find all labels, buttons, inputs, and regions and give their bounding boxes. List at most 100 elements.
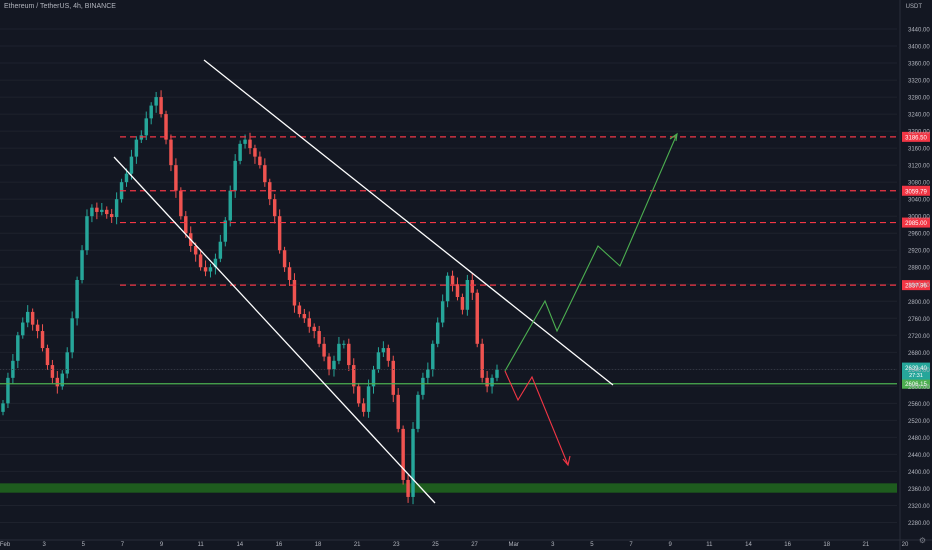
channel-lower-line: [113, 156, 436, 504]
candles: [1, 90, 499, 505]
y-tick-label: 2640.00: [908, 368, 930, 374]
candle-body: [426, 369, 430, 378]
candle-body: [85, 216, 89, 251]
bullish-projection-path: [504, 133, 678, 372]
candle-body: [327, 356, 331, 370]
candle-body: [263, 165, 267, 183]
currency-label: USDT: [905, 4, 922, 10]
chart-title: Ethereum / TetherUS, 4h, BINANCE: [4, 3, 116, 10]
countdown-label: 27:31: [909, 373, 923, 379]
candle-body: [297, 305, 302, 315]
candle-body: [352, 365, 356, 387]
candle-body: [203, 267, 208, 272]
candle-body: [40, 331, 45, 349]
y-tick-label: 3440.00: [908, 28, 930, 34]
candle-body: [282, 250, 287, 268]
candle-body: [95, 207, 99, 212]
candle-body: [50, 365, 55, 378]
candle-body: [114, 199, 119, 218]
candle-body: [490, 377, 494, 387]
y-tick-label: 3160.00: [908, 147, 930, 153]
gear-icon[interactable]: ⚙: [918, 536, 926, 545]
candle-body: [347, 343, 351, 366]
candle-body: [460, 297, 465, 310]
candle-body: [149, 105, 153, 119]
candle-body: [30, 311, 35, 325]
bearish-arrow-head: [562, 455, 571, 467]
y-tick-label: 2800.00: [908, 300, 930, 306]
candle-body: [312, 326, 316, 332]
level-price-tag: [902, 280, 930, 291]
demand-zone: [0, 483, 897, 493]
candle-body: [21, 322, 25, 336]
y-tick-label: 3000.00: [908, 215, 930, 221]
x-tick-label: Mar: [509, 542, 519, 548]
x-tick-label: 27: [471, 542, 478, 548]
candle-body: [435, 322, 440, 344]
y-tick-label: 2360.00: [908, 487, 930, 493]
y-tick-label: 3320.00: [908, 79, 930, 85]
candle-body: [416, 394, 420, 429]
y-tick-label: 2280.00: [908, 521, 930, 527]
y-tick-label: 2440.00: [908, 453, 930, 459]
candle-body: [154, 97, 158, 106]
x-tick-label: 9: [160, 542, 164, 548]
y-tick-label: 2720.00: [908, 334, 930, 340]
candle-body: [396, 394, 400, 429]
y-tick-label: 2480.00: [908, 436, 930, 442]
candle-body: [124, 173, 129, 183]
candle-body: [421, 377, 425, 395]
y-tick-label: 2560.00: [908, 402, 930, 408]
candle-body: [391, 360, 395, 395]
candle-body: [440, 301, 445, 323]
candle-body: [223, 220, 228, 242]
y-tick-label: 3120.00: [908, 164, 930, 170]
x-tick-label: 5: [590, 542, 594, 548]
candle-body: [480, 343, 484, 378]
y-tick-label: 2880.00: [908, 266, 930, 272]
candle-body: [277, 216, 282, 251]
y-tick-label: 2760.00: [908, 317, 930, 323]
y-tick-label: 3080.00: [908, 181, 930, 187]
candle-body: [65, 352, 69, 374]
x-tick-label: 25: [432, 542, 439, 548]
y-tick-label: 3200.00: [908, 130, 930, 136]
candle-body: [455, 284, 460, 298]
candle-body: [322, 343, 326, 357]
x-tick-label: 16: [784, 542, 791, 548]
candle-body: [450, 275, 455, 285]
x-tick-label: 11: [706, 542, 713, 548]
demand-zone-layer: [0, 483, 897, 493]
x-tick-label: 11: [198, 542, 205, 548]
candle-body: [174, 165, 178, 191]
candle-body: [376, 352, 381, 370]
candle-body: [208, 267, 213, 272]
x-tick-label: 14: [745, 542, 752, 548]
bearish-projection-path: [504, 370, 569, 466]
candle-body: [105, 209, 109, 215]
candle-body: [179, 190, 183, 217]
x-tick-label: 16: [276, 542, 283, 548]
candle-body: [431, 343, 435, 370]
y-tick-label: 2680.00: [908, 351, 930, 357]
x-tick-label: 21: [354, 542, 361, 548]
last-price-tag: [902, 362, 930, 380]
level-price-tag: [902, 185, 930, 196]
y-tick-label: 2840.00: [908, 283, 930, 289]
drawings: [113, 59, 678, 504]
candle-body: [485, 377, 489, 387]
x-tick-label: 18: [315, 542, 322, 548]
candle-body: [134, 139, 139, 157]
x-tick-label: 7: [629, 542, 633, 548]
last-price-label: 2639.40: [905, 366, 927, 372]
candle-body: [228, 190, 232, 221]
time-axis[interactable]: Feb 3 5 7 9 11 14 16 18 21 23 25 27 Mar 3 5 7 9 11 14 16 18 21…: [0, 539, 932, 548]
candle-body: [292, 279, 297, 306]
candle-body: [184, 216, 188, 234]
candle-body: [272, 199, 277, 217]
price-axis[interactable]: 3440.00 3400.00 3360.00 3320.00 3280.00 3240.…: [899, 0, 930, 550]
candle-body: [253, 148, 257, 157]
level-price-label: 3059.79: [905, 189, 927, 195]
